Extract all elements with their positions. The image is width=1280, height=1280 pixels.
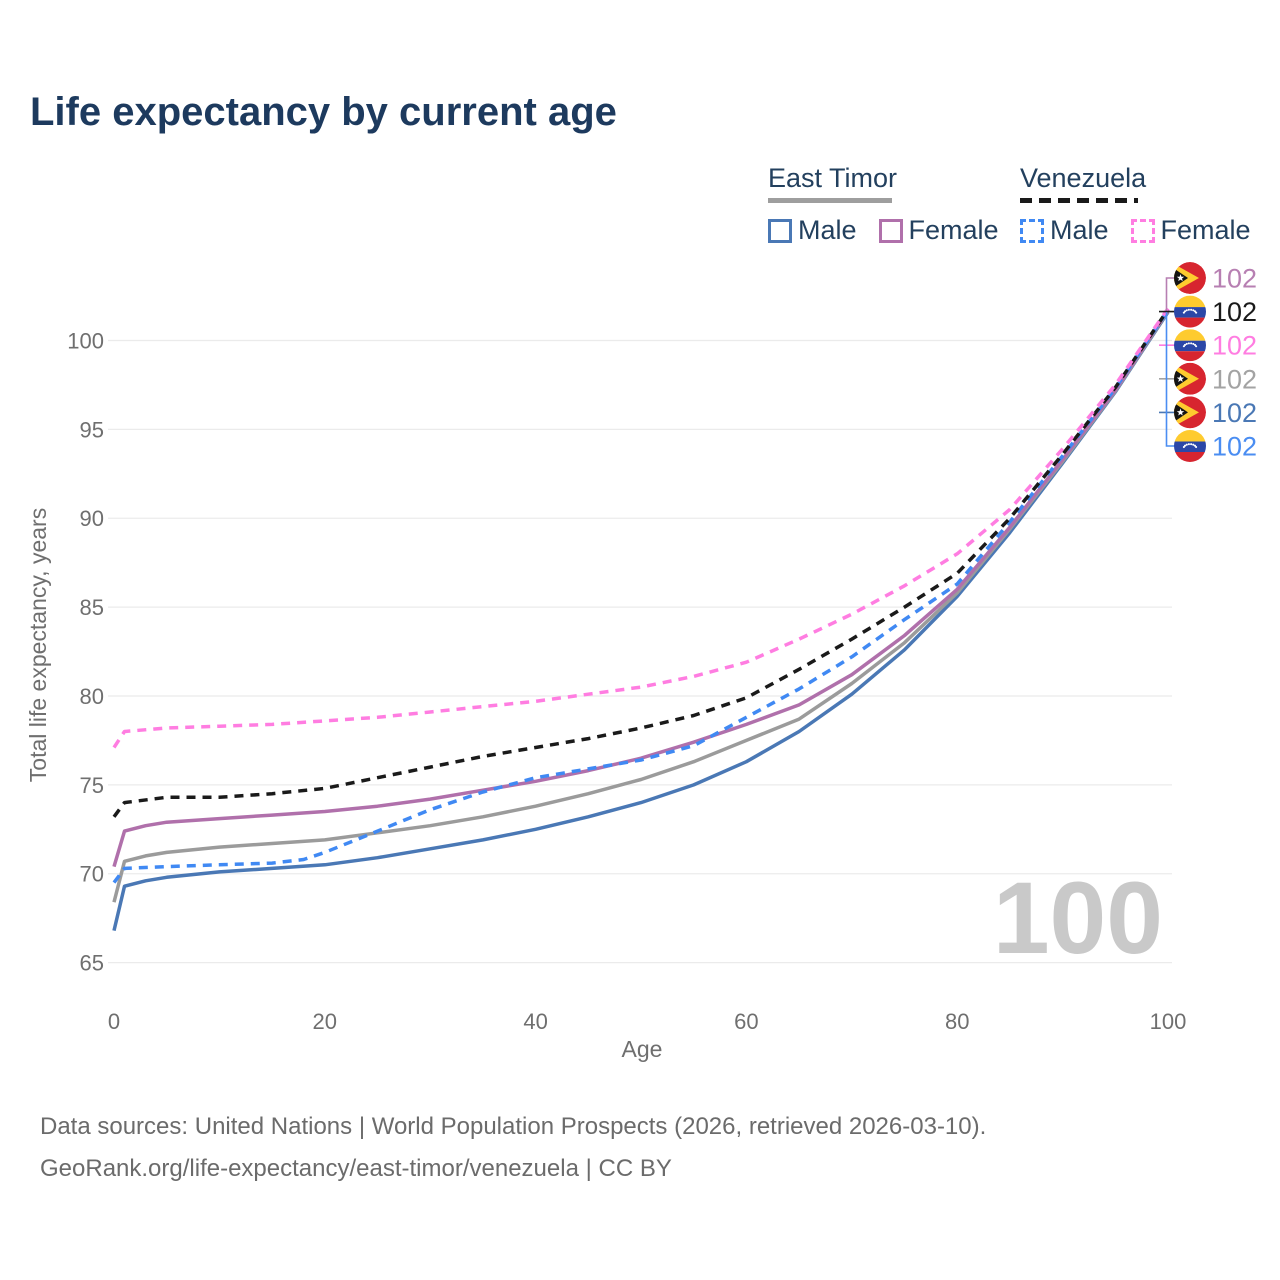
legend-group-venezuela: Venezuela Male Female [1020,163,1273,246]
legend-item-venezuela-female[interactable]: Female [1130,215,1251,246]
venezuela-flag-icon [1174,430,1206,462]
series-east-timor-female[interactable] [112,309,1170,868]
end-label-venezuela-1[interactable]: 102 [1174,295,1257,328]
attribution-link-text[interactable]: GeoRank.org/life-expectancy/east-timor/v… [40,1155,672,1182]
end-label-venezuela-5[interactable]: 102 [1174,430,1257,462]
legend-group-east-timor: East Timor Male Female [768,163,1021,246]
x-tick-0: 0 [108,1009,120,1034]
venezuela-line-style-swatch [1020,198,1138,203]
venezuela-flag-icon [1174,295,1206,328]
legend-item-east-timor-female[interactable]: Female [878,215,999,246]
east-timor-flag-icon [1174,262,1206,294]
y-tick-95: 95 [80,417,104,442]
x-axis-title: Age [622,1036,663,1062]
east-timor-flag-icon [1174,396,1206,429]
east-timor-line-style-swatch [768,198,892,203]
venezuela-female-swatch [1130,218,1155,243]
legend-label: Male [798,215,857,245]
data-sources-text: Data sources: United Nations | World Pop… [40,1113,987,1140]
end-label-value: 102 [1212,264,1257,294]
leader-line [1165,277,1176,313]
x-tick-60: 60 [734,1009,758,1034]
end-label-east-timor-3[interactable]: 102 [1174,362,1257,395]
series-venezuela-male[interactable] [112,309,1170,884]
end-label-value: 102 [1212,398,1257,428]
end-label-venezuela-2[interactable]: 102 [1174,329,1257,362]
series-east-timor-male[interactable] [112,311,1170,932]
legend-item-east-timor-male[interactable]: Male [768,215,857,246]
legend-label: Male [1050,215,1109,245]
end-label-east-timor-0[interactable]: 102 [1174,262,1257,294]
series-east-timor-both[interactable] [112,310,1170,903]
legend-label: Female [1160,215,1251,245]
end-label-value: 102 [1212,297,1257,327]
legend-item-venezuela-male[interactable]: Male [1020,215,1109,246]
series-venezuela-female[interactable] [112,307,1170,749]
y-axis-title: Total life expectancy, years [25,508,51,782]
y-tick-100: 100 [67,329,104,354]
y-tick-85: 85 [80,595,104,620]
x-tick-40: 40 [523,1009,547,1034]
end-label-value: 102 [1212,331,1257,361]
x-tick-20: 20 [313,1009,337,1034]
legend-group-title-venezuela: Venezuela [1020,163,1147,193]
y-tick-80: 80 [80,684,104,709]
east-timor-flag-icon [1174,362,1206,395]
y-tick-70: 70 [80,862,104,887]
age-counter: 100 [993,861,1163,975]
leader-line [1165,312,1176,447]
y-tick-90: 90 [80,506,104,531]
legend-group-title-east-timor: East Timor [768,163,898,193]
end-label-value: 102 [1212,364,1257,394]
series-venezuela-both[interactable] [112,308,1170,818]
east-timor-male-swatch [768,218,792,243]
legend-label: Female [908,215,999,245]
page-title: Life expectancy by current age [30,90,617,134]
east-timor-female-swatch [878,218,903,243]
footer: Data sources: United Nations | World Pop… [40,1106,986,1190]
venezuela-flag-icon [1174,329,1206,362]
x-tick-100: 100 [1150,1009,1187,1034]
x-tick-80: 80 [945,1009,969,1034]
end-label-value: 102 [1212,432,1257,462]
y-tick-65: 65 [80,951,104,976]
end-label-east-timor-4[interactable]: 102 [1174,396,1257,429]
venezuela-male-swatch [1020,218,1044,243]
y-tick-75: 75 [80,773,104,798]
